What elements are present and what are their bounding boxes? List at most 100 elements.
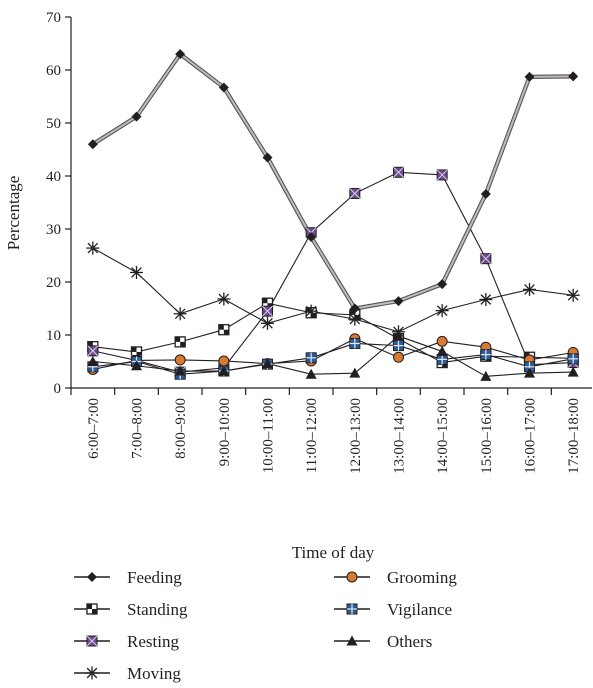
legend-label: Moving bbox=[127, 664, 181, 683]
x-tick-label: 6:00–7:00 bbox=[86, 398, 102, 459]
point-moving bbox=[479, 292, 493, 306]
point-others bbox=[436, 345, 448, 356]
point-moving bbox=[261, 316, 274, 330]
point-feeding bbox=[393, 296, 404, 307]
x-tick-label: 10:00–11:00 bbox=[261, 398, 277, 473]
series-line-feeding-outline bbox=[91, 51, 574, 311]
point-others bbox=[131, 360, 142, 371]
point-standing bbox=[218, 324, 230, 336]
x-ticks: 6:00–7:00 7:00–8:00 8:00–9:00 9:00–10:00 10:… bbox=[70, 388, 582, 474]
series-line-moving bbox=[92, 247, 574, 333]
point-others bbox=[174, 365, 186, 376]
series-line-vigilance bbox=[92, 342, 574, 375]
point-feeding bbox=[175, 49, 186, 60]
point-feeding bbox=[306, 231, 317, 242]
legend-marker-standing bbox=[86, 603, 98, 615]
legend-marker-grooming bbox=[346, 571, 358, 583]
x-tick-label: 15:00–16:00 bbox=[479, 398, 495, 474]
y-tick-label: 10 bbox=[46, 328, 61, 344]
point-others bbox=[349, 367, 361, 378]
legend-label: Others bbox=[387, 632, 432, 651]
series-markers bbox=[86, 49, 580, 381]
x-tick-label: 11:00–12:00 bbox=[304, 398, 320, 473]
point-standing bbox=[174, 336, 186, 348]
point-resting bbox=[436, 169, 448, 181]
x-tick-label: 9:00–10:00 bbox=[217, 398, 233, 466]
point-moving bbox=[86, 241, 100, 255]
point-feeding bbox=[524, 71, 535, 82]
point-moving bbox=[523, 282, 536, 296]
point-others bbox=[524, 367, 535, 378]
y-tick-label: 40 bbox=[46, 169, 61, 185]
point-others bbox=[262, 358, 273, 369]
point-others bbox=[87, 356, 99, 366]
y-tick-label: 50 bbox=[46, 116, 61, 132]
x-tick-label: 12:00–13:00 bbox=[348, 398, 364, 474]
point-others bbox=[567, 366, 579, 377]
x-axis-title: Time of day bbox=[292, 543, 375, 562]
point-grooming bbox=[436, 335, 448, 347]
legend-item-moving: Moving bbox=[74, 664, 181, 683]
x-tick-label: 17:00–18:00 bbox=[566, 398, 582, 474]
point-feeding bbox=[87, 139, 98, 150]
point-moving bbox=[304, 304, 318, 318]
y-tick-label: 20 bbox=[46, 275, 61, 291]
point-moving bbox=[435, 304, 449, 318]
legend-item-resting: Resting bbox=[74, 632, 179, 651]
x-tick-label: 14:00–15:00 bbox=[435, 398, 451, 474]
legend-label: Vigilance bbox=[387, 600, 452, 619]
point-moving bbox=[348, 312, 362, 326]
legend-item-vigilance: Vigilance bbox=[334, 600, 452, 619]
point-vigilance bbox=[567, 353, 579, 365]
legend-item-standing: Standing bbox=[74, 600, 188, 619]
point-grooming bbox=[218, 355, 230, 367]
legend-label: Standing bbox=[127, 600, 188, 619]
plot-area: 0 10 20 30 40 50 60 70 6:00–7:00 7:00–8:00 8:00–9… bbox=[46, 10, 592, 474]
point-resting bbox=[349, 187, 361, 199]
point-vigilance bbox=[393, 340, 404, 352]
point-others bbox=[218, 365, 230, 376]
legend-label: Grooming bbox=[387, 568, 457, 587]
point-resting bbox=[262, 305, 273, 317]
legend-marker-resting bbox=[86, 635, 98, 647]
legend: Feeding Standing Resting Moving Grooming Vigi… bbox=[74, 568, 457, 683]
y-tick-label: 60 bbox=[46, 63, 61, 79]
point-moving bbox=[130, 265, 143, 279]
x-tick-label: 13:00–14:00 bbox=[392, 398, 408, 474]
series-lines bbox=[91, 51, 574, 377]
y-ticks: 0 10 20 30 40 50 60 70 bbox=[46, 10, 71, 397]
point-feeding bbox=[480, 189, 491, 200]
series-line-standing bbox=[92, 302, 574, 364]
series-line-feeding bbox=[92, 53, 574, 310]
series-line-others bbox=[92, 335, 574, 377]
y-tick-label: 0 bbox=[54, 381, 62, 397]
legend-marker-moving bbox=[85, 666, 99, 680]
legend-marker-others bbox=[346, 635, 358, 646]
y-tick-label: 70 bbox=[46, 10, 61, 26]
point-resting bbox=[87, 345, 99, 357]
point-others bbox=[393, 330, 404, 341]
point-feeding bbox=[131, 111, 142, 122]
x-tick-label: 16:00–17:00 bbox=[523, 398, 539, 474]
point-moving bbox=[173, 307, 187, 321]
legend-marker-vigilance bbox=[346, 603, 358, 615]
point-grooming bbox=[393, 351, 404, 363]
y-tick-label: 30 bbox=[46, 222, 61, 238]
point-vigilance bbox=[480, 349, 492, 361]
legend-label: Feeding bbox=[127, 568, 182, 587]
point-others bbox=[480, 370, 492, 381]
point-moving bbox=[566, 288, 580, 302]
point-feeding bbox=[568, 71, 579, 82]
point-grooming bbox=[174, 354, 186, 366]
legend-marker-feeding bbox=[87, 572, 97, 582]
x-tick-label: 7:00–8:00 bbox=[130, 398, 146, 459]
legend-label: Resting bbox=[127, 632, 179, 651]
point-moving bbox=[217, 292, 231, 306]
legend-item-grooming: Grooming bbox=[334, 568, 457, 587]
point-feeding bbox=[437, 279, 448, 290]
point-feeding bbox=[218, 82, 229, 93]
y-axis-title: Percentage bbox=[4, 176, 23, 251]
legend-item-feeding: Feeding bbox=[74, 568, 182, 587]
point-resting bbox=[480, 253, 492, 265]
